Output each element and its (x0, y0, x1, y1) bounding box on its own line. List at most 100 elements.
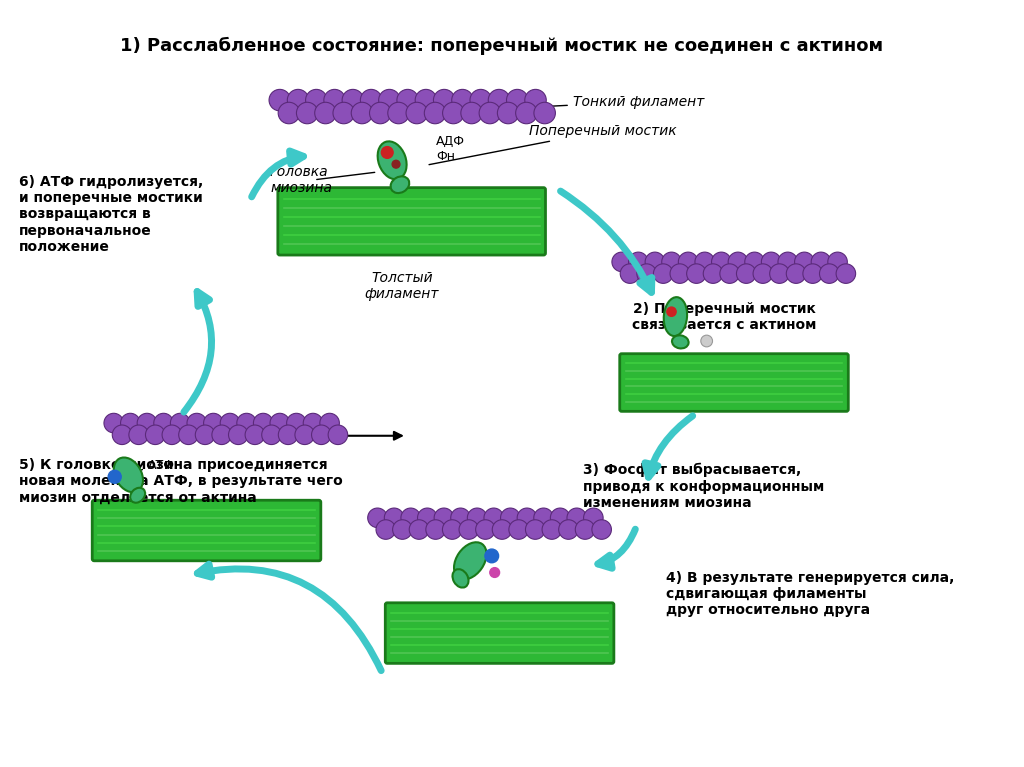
Circle shape (493, 520, 512, 539)
Text: 2) Поперечный мостик
связывается с актином: 2) Поперечный мостик связывается с актин… (632, 302, 816, 332)
Ellipse shape (672, 335, 688, 348)
Circle shape (270, 413, 290, 433)
Circle shape (279, 425, 298, 445)
Circle shape (507, 90, 528, 111)
Circle shape (621, 264, 640, 283)
Circle shape (645, 252, 665, 272)
Circle shape (121, 413, 140, 433)
Circle shape (360, 90, 382, 111)
Ellipse shape (130, 488, 145, 502)
Circle shape (162, 425, 181, 445)
Circle shape (770, 264, 790, 283)
Circle shape (253, 413, 273, 433)
Circle shape (220, 413, 240, 433)
Circle shape (744, 252, 764, 272)
Circle shape (762, 252, 781, 272)
Circle shape (451, 508, 470, 528)
Circle shape (204, 413, 223, 433)
Circle shape (311, 425, 331, 445)
Circle shape (379, 90, 400, 111)
Circle shape (137, 413, 157, 433)
Circle shape (501, 508, 520, 528)
Circle shape (434, 508, 454, 528)
Ellipse shape (453, 569, 469, 588)
Circle shape (418, 508, 437, 528)
Circle shape (295, 425, 314, 445)
Circle shape (488, 90, 510, 111)
Circle shape (509, 520, 528, 539)
Circle shape (129, 425, 148, 445)
Circle shape (695, 252, 715, 272)
Circle shape (479, 102, 501, 123)
Circle shape (667, 307, 676, 316)
Circle shape (237, 413, 256, 433)
Text: АТФ: АТФ (123, 459, 175, 474)
Circle shape (187, 413, 207, 433)
Circle shape (303, 413, 323, 433)
Circle shape (484, 508, 504, 528)
Circle shape (592, 520, 611, 539)
Circle shape (525, 520, 545, 539)
Circle shape (392, 160, 400, 168)
Circle shape (388, 102, 410, 123)
Circle shape (287, 413, 306, 433)
Circle shape (415, 90, 436, 111)
Circle shape (459, 520, 478, 539)
Circle shape (351, 102, 373, 123)
Circle shape (567, 508, 587, 528)
Circle shape (819, 264, 839, 283)
FancyBboxPatch shape (385, 603, 613, 663)
Circle shape (489, 568, 500, 578)
Circle shape (154, 413, 173, 433)
Circle shape (262, 425, 282, 445)
Circle shape (384, 508, 403, 528)
Circle shape (575, 520, 595, 539)
Circle shape (109, 470, 121, 483)
Circle shape (712, 252, 731, 272)
Circle shape (485, 549, 499, 563)
Circle shape (314, 102, 336, 123)
Circle shape (467, 508, 486, 528)
FancyBboxPatch shape (620, 354, 848, 411)
Circle shape (170, 413, 189, 433)
Circle shape (245, 425, 264, 445)
Text: Поперечный мостик: Поперечный мостик (429, 124, 677, 165)
Circle shape (637, 264, 656, 283)
Circle shape (324, 90, 345, 111)
Ellipse shape (378, 141, 407, 179)
Circle shape (328, 425, 348, 445)
Circle shape (629, 252, 648, 272)
Circle shape (397, 90, 419, 111)
Circle shape (498, 102, 519, 123)
Circle shape (516, 102, 538, 123)
Circle shape (720, 264, 739, 283)
Circle shape (104, 413, 124, 433)
Circle shape (778, 252, 798, 272)
FancyBboxPatch shape (92, 500, 321, 561)
Circle shape (212, 425, 231, 445)
Circle shape (296, 102, 317, 123)
Circle shape (228, 425, 248, 445)
Circle shape (401, 508, 421, 528)
Circle shape (559, 520, 579, 539)
Circle shape (392, 520, 412, 539)
Circle shape (550, 508, 570, 528)
Circle shape (461, 102, 482, 123)
Circle shape (584, 508, 603, 528)
Circle shape (178, 425, 199, 445)
Circle shape (786, 264, 806, 283)
Circle shape (837, 264, 856, 283)
Circle shape (470, 90, 492, 111)
Circle shape (700, 335, 713, 347)
Circle shape (410, 520, 429, 539)
Text: АДФ
Фн: АДФ Фн (436, 134, 465, 163)
Ellipse shape (390, 176, 410, 193)
Circle shape (426, 520, 445, 539)
Ellipse shape (664, 297, 687, 336)
Circle shape (811, 252, 830, 272)
Text: Толстый
филамент: Толстый филамент (365, 271, 439, 301)
Circle shape (678, 252, 698, 272)
Circle shape (795, 252, 814, 272)
Circle shape (279, 102, 300, 123)
Circle shape (653, 264, 673, 283)
